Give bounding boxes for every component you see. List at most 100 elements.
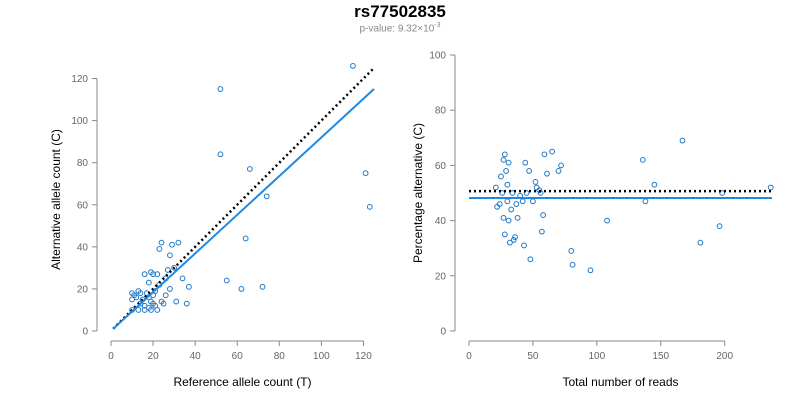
- right-data-point: [492, 184, 499, 191]
- right-x-axis-label: Total number of reads: [562, 375, 678, 389]
- right-data-point: [527, 256, 534, 263]
- left-y-tick-label: 80: [77, 158, 89, 169]
- left-data-point: [259, 283, 266, 290]
- right-data-point: [500, 214, 507, 221]
- right-y-tick-label: 40: [435, 216, 447, 227]
- left-data-point: [156, 246, 163, 252]
- left-data-point: [173, 298, 180, 305]
- right-data-point: [512, 234, 518, 241]
- right-data-point: [568, 248, 575, 254]
- right-data-point: [522, 159, 529, 166]
- right-data-point: [536, 187, 543, 194]
- right-data-point: [510, 237, 517, 243]
- left-y-tick-label: 60: [77, 200, 89, 211]
- left-x-tick-label: 60: [232, 351, 244, 362]
- right-data-point: [500, 156, 507, 163]
- right-y-tick-label: 0: [440, 327, 446, 338]
- right-data-point: [504, 198, 511, 205]
- left-y-tick-label: 120: [71, 74, 88, 85]
- right-data-point: [569, 261, 576, 268]
- right-data-point: [496, 201, 503, 207]
- right-data-point: [498, 173, 504, 180]
- right-data-point: [519, 198, 526, 205]
- right-data-point: [719, 190, 726, 196]
- right-data-point: [499, 190, 506, 196]
- right-data-point: [541, 151, 548, 158]
- right-data-point: [604, 217, 610, 224]
- left-data-point: [169, 241, 175, 248]
- left-data-point: [162, 292, 169, 299]
- right-x-tick-label: 100: [589, 351, 606, 362]
- p-value-text: p-value: 9.32×10: [359, 23, 435, 35]
- right-data-point: [521, 242, 527, 249]
- right-data-point: [530, 198, 536, 205]
- left-x-tick-label: 20: [148, 351, 160, 362]
- right-data-point: [716, 223, 723, 230]
- right-data-point: [503, 168, 509, 174]
- left-data-point: [167, 286, 173, 292]
- chart-subtitle: p-value: 9.32×10-3: [0, 22, 800, 34]
- left-data-point: [179, 275, 186, 282]
- right-data-point: [651, 181, 658, 188]
- p-value-exponent: -3: [434, 22, 441, 29]
- right-y-tick-label: 100: [429, 51, 446, 62]
- left-data-point: [171, 264, 178, 271]
- right-y-axis-label: Percentage alternative (C): [411, 123, 425, 263]
- right-x-tick-label: 0: [466, 351, 472, 362]
- left-y-tick-label: 0: [82, 327, 88, 338]
- right-data-point: [555, 168, 562, 174]
- left-y-tick-label: 20: [77, 284, 89, 295]
- left-data-point: [150, 271, 156, 278]
- right-x-tick-label: 200: [716, 351, 733, 362]
- left-data-point: [158, 239, 165, 246]
- right-data-point: [558, 162, 564, 169]
- left-data-point: [183, 300, 190, 307]
- right-data-point: [549, 148, 556, 155]
- right-data-point: [642, 198, 649, 205]
- right-data-point: [538, 228, 545, 235]
- left-data-point: [217, 86, 224, 92]
- right-y-tick-label: 20: [435, 271, 447, 282]
- right-y-tick-label: 80: [435, 106, 447, 117]
- left-data-point: [238, 286, 245, 292]
- right-x-tick-label: 50: [527, 351, 539, 362]
- left-fit-line: [112, 88, 375, 330]
- right-data-point: [513, 201, 520, 207]
- right-x-tick-label: 150: [652, 351, 669, 362]
- left-data-point: [141, 271, 148, 278]
- left-data-point: [362, 170, 369, 177]
- left-x-tick-label: 0: [108, 351, 114, 362]
- left-panel: 0 20 40 60 80 100 120 0 20 40 60 80 100 120 Reference …: [49, 62, 375, 389]
- right-data-point: [501, 231, 508, 238]
- left-data-point: [160, 300, 167, 307]
- left-x-tick-label: 80: [274, 351, 286, 362]
- right-data-point: [504, 181, 511, 188]
- left-data-point: [246, 166, 253, 172]
- left-data-point: [135, 307, 142, 313]
- left-y-axis-label: Alternative allele count (C): [49, 129, 63, 270]
- right-data-point: [767, 184, 774, 191]
- left-data-point: [185, 283, 192, 290]
- right-data-point: [526, 168, 532, 174]
- right-panel: 0 50 100 150 200 0 20 40 60 80 100 Total number of …: [411, 51, 774, 389]
- left-data-point: [366, 203, 373, 210]
- left-reference-line: [112, 67, 375, 330]
- left-data-point: [167, 252, 173, 259]
- right-data-point: [544, 170, 550, 177]
- left-data-point: [145, 279, 152, 286]
- right-data-point: [505, 159, 512, 166]
- left-x-axis-label: Reference allele count (T): [173, 375, 311, 389]
- right-data-point: [540, 212, 547, 218]
- left-data-point: [223, 277, 230, 284]
- right-data-point: [587, 267, 594, 274]
- left-data-point: [137, 290, 144, 297]
- right-data-point: [505, 217, 512, 224]
- left-y-tick-label: 100: [71, 116, 88, 127]
- left-data-point: [154, 271, 161, 278]
- right-data-point: [514, 214, 521, 221]
- right-data-point: [507, 239, 513, 246]
- left-x-tick-label: 100: [313, 351, 330, 362]
- right-data-point: [509, 190, 516, 196]
